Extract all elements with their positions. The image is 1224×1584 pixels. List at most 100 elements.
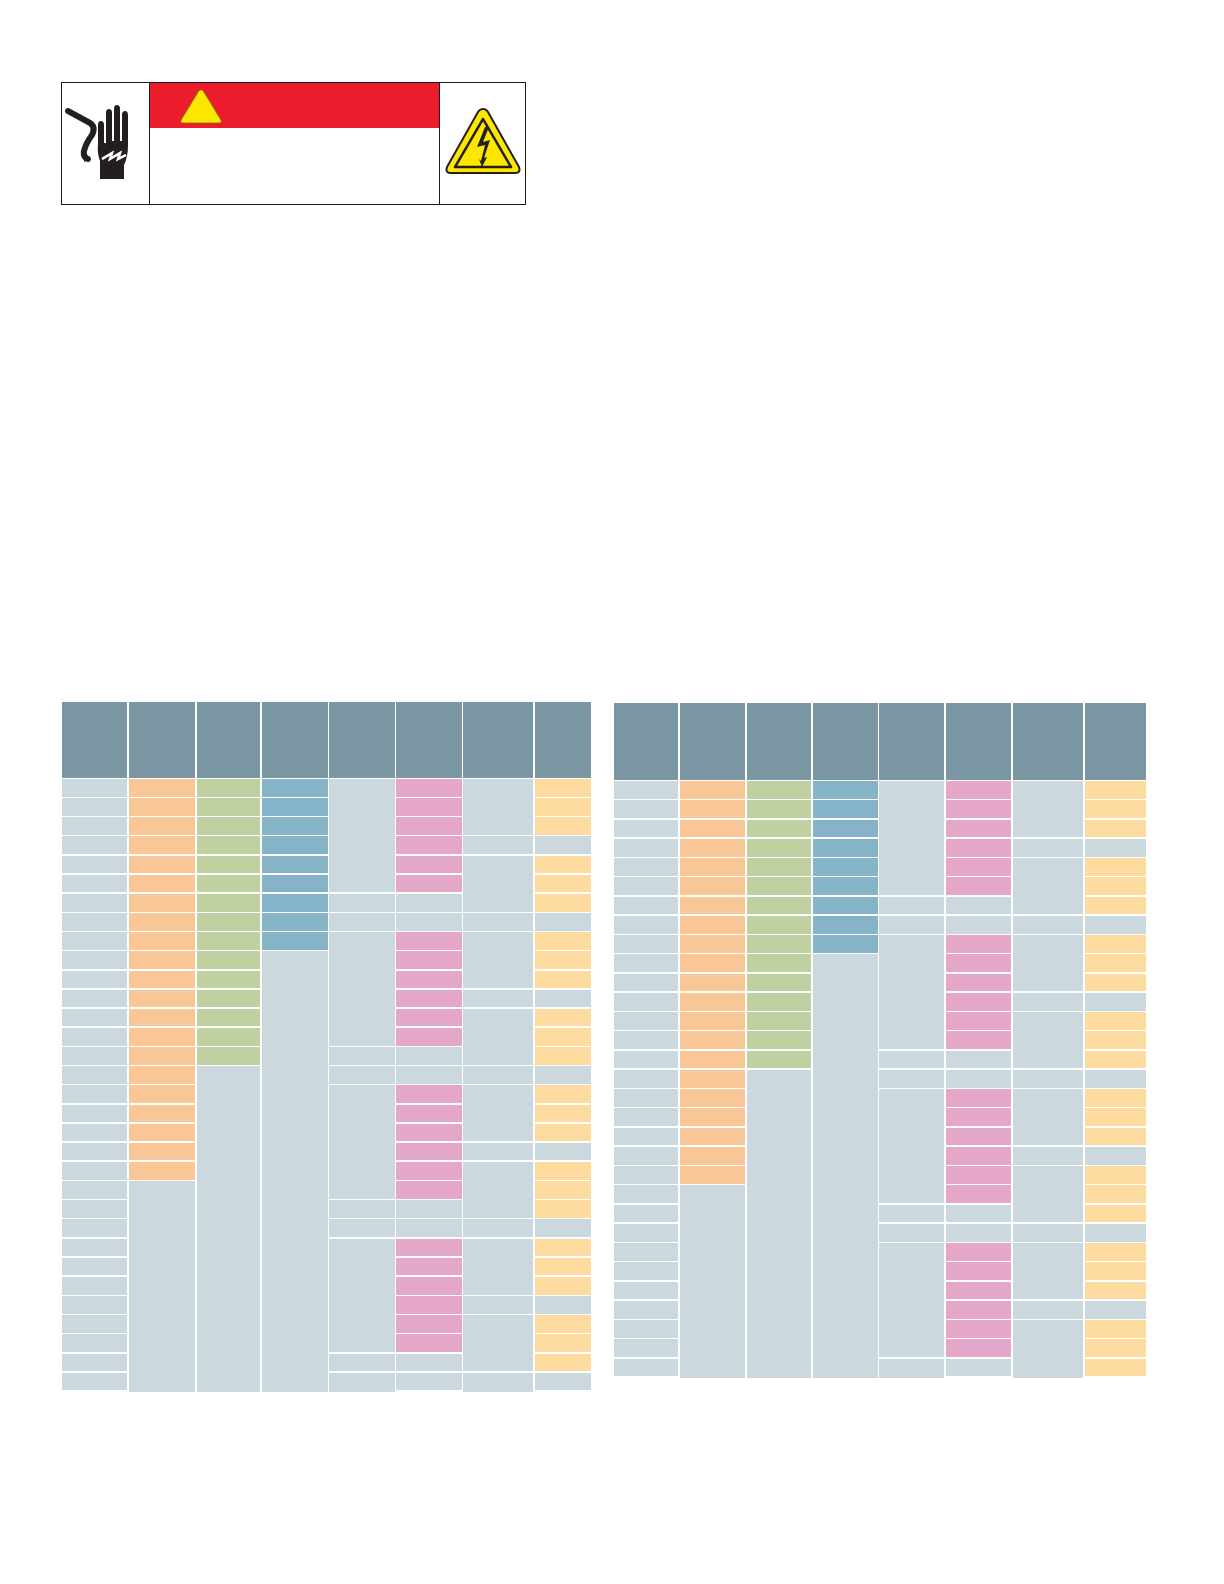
table-cell [1013,1223,1083,1242]
table-cell [62,1123,127,1142]
table-cell [396,951,462,969]
table-merged-cell [1013,1320,1083,1378]
table-cell [62,874,127,893]
table-header-cell [329,702,395,778]
table-cell [129,1027,195,1046]
table-cell [329,1066,395,1084]
table-cell [614,1223,678,1242]
table-header-cell [680,703,745,780]
table-cell [62,893,127,912]
table-cell [129,817,195,835]
table-merged-cell [680,1185,745,1378]
table-cell [747,800,811,818]
table-cell [129,989,195,1008]
table-cell [813,935,878,953]
table-cell [62,1296,127,1314]
table-cell [535,1066,591,1084]
table-merged-cell [463,1008,533,1065]
table-cell [879,1050,944,1069]
table-cell [197,913,260,931]
table-cell [946,1146,1011,1165]
table-cell [535,1296,591,1314]
table-cell [1085,1358,1146,1377]
table-cell [535,1238,591,1257]
warning-message-panel [150,83,439,204]
table-cell [680,896,745,915]
table-cell [262,874,328,893]
table-cell [535,1104,591,1123]
table-cell [129,1142,195,1161]
table-cell [1085,1320,1146,1338]
table-cell [680,1069,745,1088]
table-header-cell [463,702,533,778]
danger-banner [150,83,439,128]
table-cell [396,779,462,797]
table-cell [614,800,678,818]
table-cell [946,935,1011,953]
table-cell [680,915,745,934]
table-cell [1085,935,1146,953]
table-cell [680,877,745,895]
table-cell [1085,858,1146,876]
table-cell [614,1243,678,1261]
table-cell [747,896,811,915]
table-cell [614,1127,678,1146]
table-cell [535,1315,591,1333]
table-cell [396,1123,462,1142]
table-cell [396,1008,462,1027]
table-cell [535,989,591,1008]
table-cell [614,935,678,953]
table-cell [614,1031,678,1049]
table-cell [614,992,678,1011]
table-cell [197,779,260,797]
table-cell [129,1047,195,1065]
table-cell [535,1047,591,1065]
table-cell [946,877,1011,895]
table-merged-cell [262,951,328,1392]
table-cell [614,1069,678,1088]
table-cell [535,932,591,950]
table-cell [262,779,328,797]
high-voltage-icon [445,107,521,174]
table-cell [396,1257,462,1276]
table-cell [680,819,745,838]
table-cell [129,1104,195,1123]
table-cell [329,1372,395,1392]
table-cell [813,819,878,838]
table-cell [747,1012,811,1030]
table-cell [535,1162,591,1180]
table-cell [747,1050,811,1069]
table-cell [614,858,678,876]
table-cell [463,1296,533,1314]
table-cell [62,1200,127,1218]
table-merged-cell [463,779,533,835]
table-merged-cell [813,954,878,1378]
table-cell [129,779,195,797]
table-cell [946,896,1011,915]
table-cell [614,1300,678,1319]
table-cell [129,913,195,931]
table-cell [879,896,944,915]
table-cell [614,1050,678,1069]
table-cell [747,781,811,799]
table-cell [680,800,745,818]
table-cell [62,1219,127,1238]
table-cell [535,893,591,912]
table-cell [747,915,811,934]
table-cell [614,1146,678,1165]
table-cell [396,1200,462,1218]
table-cell [329,1047,395,1065]
table-cell [197,1047,260,1065]
table-cell [813,800,878,818]
table-cell [1013,1069,1083,1088]
table-header-cell [62,702,127,778]
table-merged-cell [129,1181,195,1392]
table-cell [62,1315,127,1333]
table-cell [463,1219,533,1238]
table-cell [535,1142,591,1161]
table-cell [946,1089,1011,1107]
table-merged-cell [1013,1166,1083,1223]
table-cell [396,855,462,874]
table-cell [329,1200,395,1218]
table-cell [946,1050,1011,1069]
